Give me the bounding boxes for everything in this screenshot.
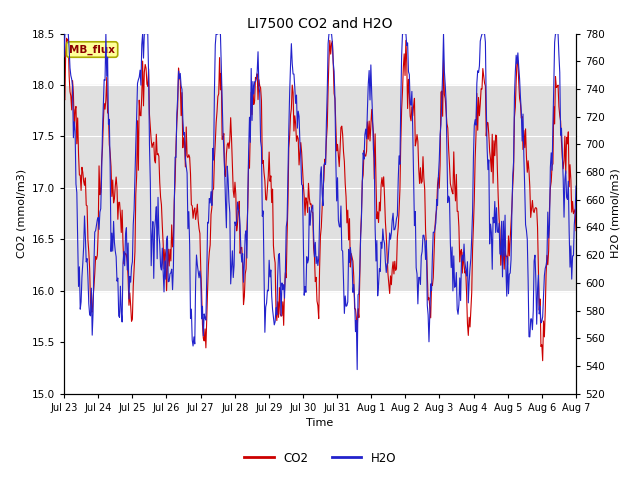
Text: MB_flux: MB_flux xyxy=(69,44,115,55)
Y-axis label: H2O (mmol/m3): H2O (mmol/m3) xyxy=(611,169,620,258)
Bar xyxy=(64,85,576,291)
Y-axis label: CO2 (mmol/m3): CO2 (mmol/m3) xyxy=(16,169,26,258)
Legend: CO2, H2O: CO2, H2O xyxy=(239,447,401,469)
Title: LI7500 CO2 and H2O: LI7500 CO2 and H2O xyxy=(247,17,393,31)
X-axis label: Time: Time xyxy=(307,418,333,428)
